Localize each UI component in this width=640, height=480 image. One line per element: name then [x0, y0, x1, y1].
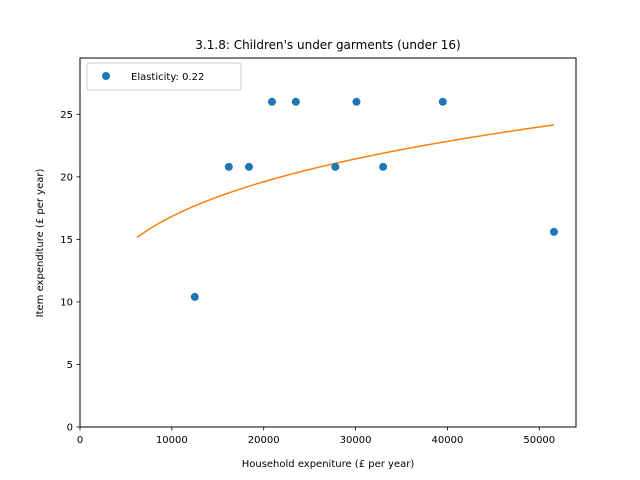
- legend: Elasticity: 0.22: [86, 62, 242, 91]
- data-point: [190, 292, 199, 301]
- y-tick-label: 20: [60, 172, 73, 183]
- fit-line: [136, 124, 555, 239]
- y-axis: 0 5 10 15 20 25: [60, 110, 80, 434]
- x-tick-label: 0: [77, 435, 83, 446]
- data-point: [331, 162, 340, 171]
- legend-marker: [102, 72, 110, 80]
- data-point: [267, 97, 276, 106]
- y-tick-label: 25: [60, 110, 73, 121]
- series-layer: [136, 97, 558, 301]
- data-point: [352, 97, 361, 106]
- x-tick-label: 40000: [432, 435, 464, 446]
- data-point: [245, 162, 254, 171]
- y-tick-label: 0: [67, 423, 73, 434]
- data-point: [379, 162, 388, 171]
- data-point: [291, 97, 300, 106]
- y-tick-label: 15: [60, 235, 73, 246]
- data-point: [438, 97, 447, 106]
- y-tick-label: 5: [67, 360, 73, 371]
- x-axis: 0 10000 20000 30000 40000 50000: [77, 427, 555, 446]
- legend-label: Elasticity: 0.22: [131, 72, 204, 83]
- chart-title: 3.1.8: Children's under garments (under …: [195, 38, 460, 52]
- data-point: [549, 227, 558, 236]
- x-tick-label: 10000: [156, 435, 188, 446]
- plot-frame: [79, 57, 577, 428]
- x-axis-label: Household expeniture (£ per year): [242, 459, 415, 470]
- data-point: [224, 162, 233, 171]
- x-tick-label: 50000: [523, 435, 555, 446]
- y-tick-label: 10: [60, 297, 73, 308]
- x-tick-label: 20000: [248, 435, 280, 446]
- y-axis-label: Item expenditure (£ per year): [35, 169, 46, 318]
- legend-box: [86, 62, 242, 91]
- x-tick-label: 30000: [340, 435, 372, 446]
